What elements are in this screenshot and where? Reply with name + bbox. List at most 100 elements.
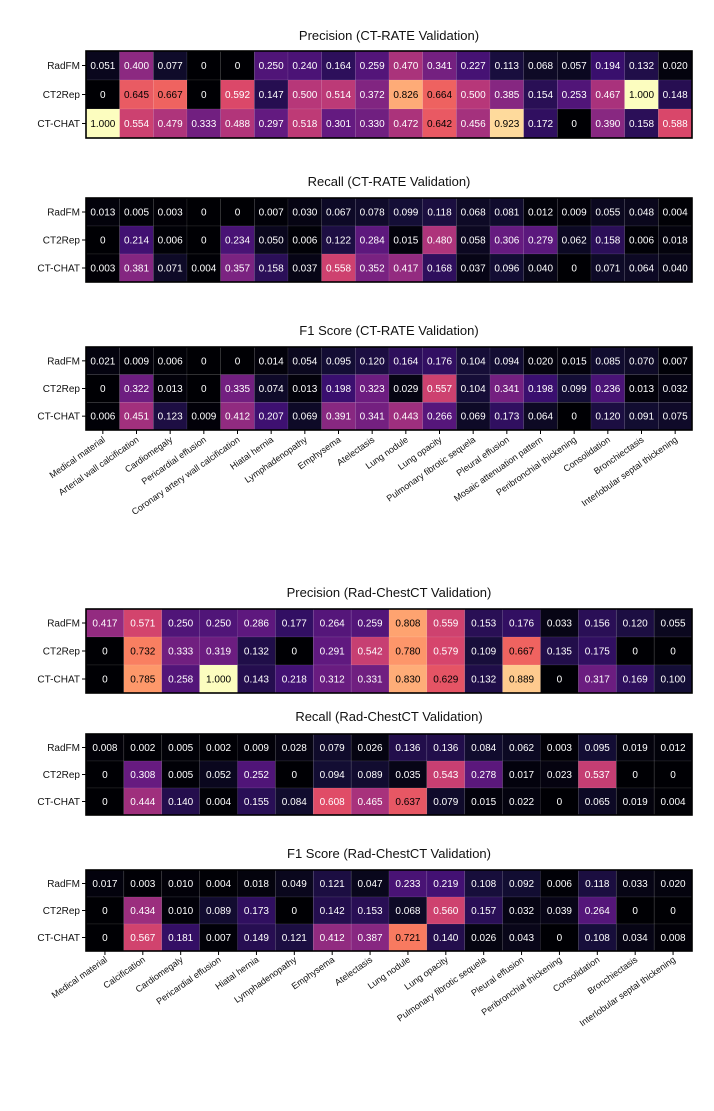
cell-value: 0 <box>557 797 563 808</box>
heatmap-cell <box>220 225 255 255</box>
cell-value: 0.010 <box>168 906 193 917</box>
heatmap-cell <box>624 253 659 283</box>
cell-value: 0.250 <box>259 61 284 72</box>
cell-value: 0.026 <box>471 933 496 944</box>
cell-value: 0.006 <box>158 236 183 247</box>
heatmap-cell <box>119 50 154 81</box>
cell-value: 0.322 <box>124 384 149 395</box>
panel-frame <box>85 50 693 139</box>
cell-value: 0.259 <box>358 619 383 630</box>
row-label-radfm: RadFM <box>47 743 80 754</box>
cell-value: 0.149 <box>244 933 269 944</box>
column-label-emphysema: Emphysema <box>290 954 337 991</box>
heatmap-cell <box>578 787 617 816</box>
cell-value: 0 <box>632 647 638 658</box>
heatmap-cell <box>123 869 163 898</box>
heatmap-cell <box>287 253 322 283</box>
cell-value: 0.164 <box>393 356 418 367</box>
cell-value: 0 <box>100 90 106 101</box>
cell-value: 0.830 <box>395 675 420 686</box>
heatmap-cell <box>464 733 503 762</box>
cell-value: 0.023 <box>547 770 572 781</box>
cell-value: 0.667 <box>158 90 183 101</box>
heatmap-cell <box>199 896 238 925</box>
cell-value: 0.479 <box>158 119 183 130</box>
heatmap-cell <box>653 869 693 898</box>
heatmap-cell <box>658 374 693 403</box>
cell-value: 0.391 <box>326 412 351 423</box>
heatmap-cell <box>456 108 491 139</box>
cell-value: 0.006 <box>90 412 115 423</box>
heatmap-cell <box>658 253 693 283</box>
cell-value: 0.645 <box>124 90 149 101</box>
heatmap-cell <box>422 197 457 227</box>
heatmap-cell <box>502 608 541 638</box>
heatmap-cell <box>85 197 120 227</box>
heatmap-cell <box>237 896 276 925</box>
heatmap-cell <box>119 402 154 431</box>
heatmap-cell <box>489 374 524 403</box>
heatmap-cell <box>557 402 592 431</box>
cell-value: 0.198 <box>326 384 351 395</box>
heatmap-cell <box>653 664 693 694</box>
cell-value: 0.480 <box>427 236 452 247</box>
cell-value: 0.218 <box>282 675 307 686</box>
heatmap-cell <box>426 787 466 816</box>
cell-value: 0.055 <box>661 619 686 630</box>
cell-value: 0 <box>670 647 676 658</box>
cell-value: 0.068 <box>461 208 486 219</box>
heatmap-cell <box>355 225 390 255</box>
cell-value: 0.308 <box>130 770 155 781</box>
cell-value: 0.089 <box>206 906 231 917</box>
cell-value: 0.132 <box>471 675 496 686</box>
cell-value: 0.177 <box>282 619 307 630</box>
cell-value: 0.291 <box>320 647 345 658</box>
row-label-radfm: RadFM <box>47 879 80 890</box>
cell-value: 0 <box>292 906 298 917</box>
heatmap-cell <box>237 923 276 952</box>
cell-value: 0 <box>571 119 577 130</box>
row-label-ct2rep: CT2Rep <box>43 906 81 917</box>
heatmap-cell <box>123 787 163 816</box>
cell-value: 0.357 <box>225 264 250 275</box>
cell-value: 0.588 <box>663 119 688 130</box>
cell-value: 0.558 <box>326 264 351 275</box>
panel-title-precision-ct-rate-validation: Precision (CT-RATE Validation) <box>299 28 479 43</box>
column-label-lymphadenopathy: Lymphadenopathy <box>232 954 299 1005</box>
heatmap-cell <box>275 896 314 925</box>
panel-title-recall-ct-rate-validation: Recall (CT-RATE Validation) <box>308 174 471 189</box>
heatmap-cell <box>161 896 200 925</box>
heatmap-cell <box>578 733 617 762</box>
heatmap-cell <box>119 374 154 403</box>
cell-value: 0.629 <box>433 675 458 686</box>
cell-value: 0 <box>201 384 207 395</box>
cell-value: 0.198 <box>528 384 553 395</box>
cell-value: 0.176 <box>509 619 534 630</box>
row-label-ct2rep: CT2Rep <box>43 236 81 247</box>
heatmap-cell <box>615 896 655 925</box>
row-label-ct2rep: CT2Rep <box>43 647 81 658</box>
cell-value: 0.108 <box>585 933 610 944</box>
cell-value: 0.009 <box>191 412 216 423</box>
heatmap-cell <box>355 50 390 81</box>
heatmap-cell <box>321 79 356 110</box>
heatmap-cell <box>653 760 693 789</box>
heatmap-cell <box>287 197 322 227</box>
heatmap-cell <box>237 787 276 816</box>
row-label-ct-chat: CT-CHAT <box>37 412 80 423</box>
heatmap-cell <box>275 733 314 762</box>
cell-value: 0.018 <box>244 879 269 890</box>
cell-value: 0.019 <box>623 743 648 754</box>
cell-value: 0.057 <box>562 61 587 72</box>
cell-value: 0.173 <box>494 412 519 423</box>
cell-value: 0.557 <box>427 384 452 395</box>
cell-value: 0.467 <box>595 90 620 101</box>
heatmap-cell <box>119 225 154 255</box>
cell-value: 0.164 <box>326 61 351 72</box>
cell-value: 0.175 <box>585 647 610 658</box>
cell-value: 0 <box>201 356 207 367</box>
cell-value: 0.120 <box>360 356 385 367</box>
cell-value: 0.169 <box>623 675 648 686</box>
cell-value: 0.136 <box>395 743 420 754</box>
heatmap-cell <box>153 197 188 227</box>
